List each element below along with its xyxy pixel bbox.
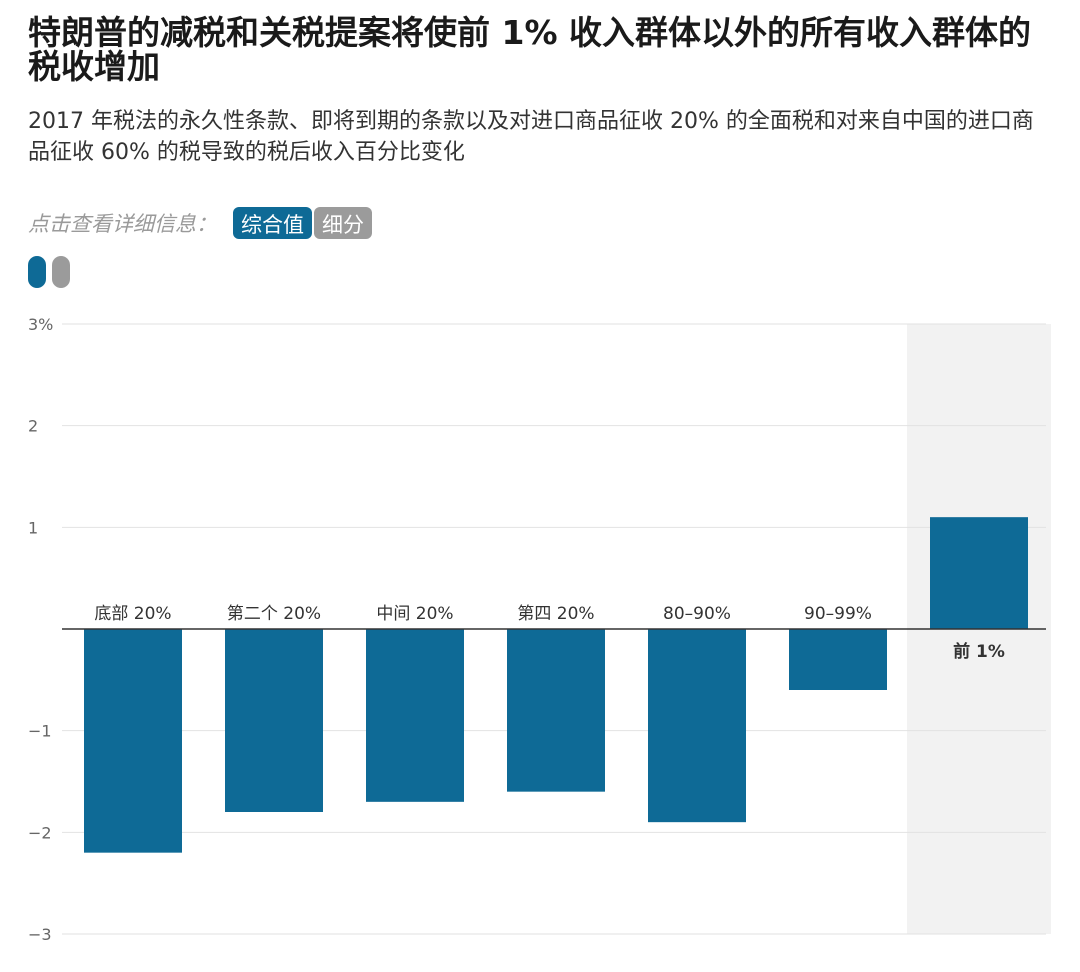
legend-swatch-gray [52,256,70,288]
chart-title: 特朗普的减税和关税提案将使前 1% 收入群体以外的所有收入群体的税收增加 [28,13,1032,86]
bar [225,629,323,812]
breakdown-view-button[interactable]: 细分 [314,207,372,239]
category-label: 底部 20% [94,604,171,624]
bar [930,517,1028,629]
bar [789,629,887,690]
y-tick-label: 3% [28,315,53,334]
category-label: 第四 20% [517,604,594,624]
category-label: 90–99% [804,604,872,624]
bar [366,629,464,802]
y-tick-label: −1 [28,722,52,741]
controls-prompt: 点击查看详细信息： [28,212,217,236]
chart-subtitle: 2017 年税法的永久性条款、即将到期的条款以及对进口商品征收 20% 的全面税… [28,109,1034,165]
bar [507,629,605,792]
y-tick-label: 2 [28,417,38,436]
combined-view-button[interactable]: 综合值 [233,207,312,239]
category-label: 80–90% [663,604,731,624]
bar [84,629,182,853]
category-label: 中间 20% [376,604,453,624]
legend-swatch-blue [28,256,46,288]
category-label: 前 1% [953,641,1005,662]
view-controls: 点击查看详细信息： 综合值 细分 [28,206,372,240]
legend [28,256,70,288]
y-tick-label: 1 [28,518,38,537]
y-tick-label: −3 [28,925,52,944]
bar [648,629,746,823]
category-label: 第二个 20% [227,604,321,624]
y-tick-label: −2 [28,823,52,842]
